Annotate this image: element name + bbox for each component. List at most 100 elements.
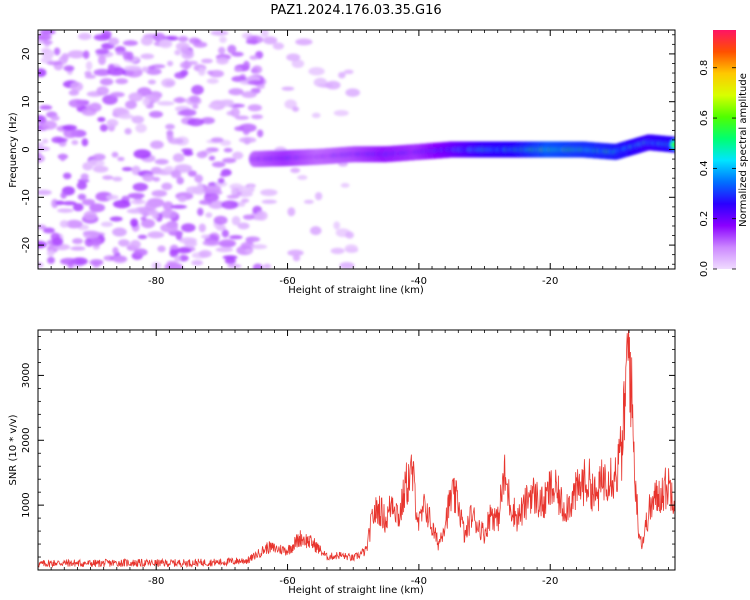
heatmap-cell-295 [185, 186, 201, 194]
heatmap-cell-425 [255, 210, 268, 221]
heatmap-cell-95 [87, 159, 105, 167]
heatmap-cell-343 [39, 105, 53, 110]
heatmap-cell-56 [211, 161, 226, 168]
heatmap-cell-1419 [671, 142, 675, 147]
heatmap-cell-441 [339, 261, 355, 269]
heatmap-cell-161 [232, 151, 244, 160]
snr-x-tick-label-2: -40 [411, 576, 427, 587]
heatmap-cell-415 [144, 200, 158, 211]
heatmap-cell-393 [187, 118, 204, 127]
heatmap-cell-293 [231, 75, 246, 82]
heatmap-cell-383 [177, 195, 187, 203]
heatmap-cell-401 [59, 220, 69, 228]
heatmap-cell-451 [260, 30, 269, 38]
heatmap-cell-145 [165, 123, 175, 130]
heatmap-cell-278 [200, 117, 215, 125]
heatmap-cell-290 [189, 95, 200, 103]
colorbar-label: Normalized spectral amplitude [738, 73, 749, 227]
heatmap-cell-203 [115, 51, 125, 56]
heatmap-cell-209 [224, 257, 237, 265]
heatmap-cell-214 [83, 210, 98, 221]
heatmap-cell-443 [345, 231, 354, 239]
heatmap-cell-178 [85, 60, 93, 71]
heatmap-cell-410 [247, 80, 264, 86]
spectrogram-x-label: Height of straight line (km) [288, 285, 424, 296]
heatmap-cell-11 [121, 166, 133, 172]
heatmap-cell-233 [122, 40, 138, 46]
snr-panel: -80 -60 -40 -20 1000 2000 3000 Height of stra… [8, 329, 676, 596]
heatmap-cell-54 [174, 49, 181, 56]
heatmap-cell-299 [50, 115, 60, 121]
heatmap-cell-268 [183, 151, 194, 156]
heatmap-cell-244 [227, 44, 237, 54]
heatmap-cell-438 [343, 69, 354, 75]
colorbar-tick-label-4: 0.8 [699, 60, 710, 76]
heatmap-cell-15 [154, 158, 169, 165]
heatmap-cell-128 [81, 138, 89, 147]
heatmap-cell-240 [169, 248, 179, 258]
heatmap-cell-306 [68, 89, 80, 96]
heatmap-cell-246 [219, 172, 229, 177]
heatmap-cell-237 [175, 247, 192, 254]
heatmap-cell-411 [191, 84, 204, 95]
heatmap-cell-298 [252, 263, 263, 269]
heatmap-cell-437 [314, 192, 323, 201]
heatmap-cell-305 [101, 30, 112, 40]
heatmap-cell-238 [174, 263, 184, 269]
heatmap-cell-347 [42, 40, 53, 45]
heatmap-cell-275 [179, 61, 192, 69]
heatmap-cell-371 [221, 200, 239, 210]
heatmap-cell-433 [340, 183, 350, 188]
heatmap-cell-177 [51, 198, 59, 209]
heatmap-cell-146 [99, 124, 108, 132]
heatmap-cell-427 [281, 86, 295, 91]
heatmap-cell-403 [57, 208, 74, 213]
heatmap-cell-19 [141, 218, 156, 229]
heatmap-cell-386 [219, 100, 235, 107]
heatmap-cell-381 [210, 30, 229, 36]
heatmap-cell-48 [93, 68, 112, 77]
heatmap-cell-350 [112, 255, 128, 264]
heatmap-cell-75 [192, 104, 199, 110]
colorbar-ticks: 0.0 0.2 0.4 0.6 0.8 [699, 60, 736, 277]
heatmap-cell-225 [95, 48, 110, 55]
heatmap-cell-399 [106, 194, 119, 200]
heatmap-cell-229 [245, 39, 259, 45]
heatmap-cell-315 [62, 201, 77, 206]
spectrogram-heatmap [38, 30, 675, 269]
snr-y-tick-label-0: 1000 [21, 492, 32, 517]
heatmap-cell-107 [221, 229, 229, 238]
heatmap-cell-397 [176, 176, 184, 185]
heatmap-cell-453 [261, 199, 277, 204]
heatmap-cell-354 [100, 221, 114, 227]
heatmap-cell-400 [151, 209, 159, 220]
heatmap-cell-20 [157, 101, 175, 106]
heatmap-cell-216 [96, 86, 109, 96]
heatmap-cell-405 [170, 169, 182, 179]
heatmap-cell-129 [218, 239, 237, 248]
heatmap-cell-40 [161, 182, 173, 191]
heatmap-cell-335 [112, 227, 127, 237]
heatmap-cell-85 [151, 190, 168, 197]
spectrogram-y-tick-label-1: -10 [21, 189, 32, 205]
spectrogram-panel: -80 -60 -40 -20 -20 -10 0 10 20 Height of strai… [8, 29, 676, 296]
heatmap-cell-120 [230, 107, 240, 118]
heatmap-cell-454 [310, 226, 322, 236]
heatmap-cell-446 [290, 167, 301, 174]
heatmap-cell-302 [84, 71, 92, 77]
heatmap-cell-301 [108, 37, 120, 46]
heatmap-cell-98 [118, 239, 130, 247]
heatmap-cell-219 [41, 120, 58, 130]
heatmap-cell-313 [135, 123, 147, 133]
heatmap-cell-420 [291, 59, 305, 68]
colorbar-tick-label-1: 0.2 [699, 211, 710, 227]
heatmap-cell-419 [242, 127, 250, 136]
heatmap-cell-332 [197, 182, 204, 192]
heatmap-cell-89 [137, 234, 148, 240]
heatmap-cell-227 [147, 231, 165, 239]
heatmap-cell-221 [177, 36, 189, 42]
heatmap-cell-414 [70, 246, 86, 251]
colorbar-tick-label-3: 0.6 [699, 110, 710, 126]
heatmap-cell-409 [46, 61, 63, 66]
heatmap-cell-308 [63, 65, 75, 72]
